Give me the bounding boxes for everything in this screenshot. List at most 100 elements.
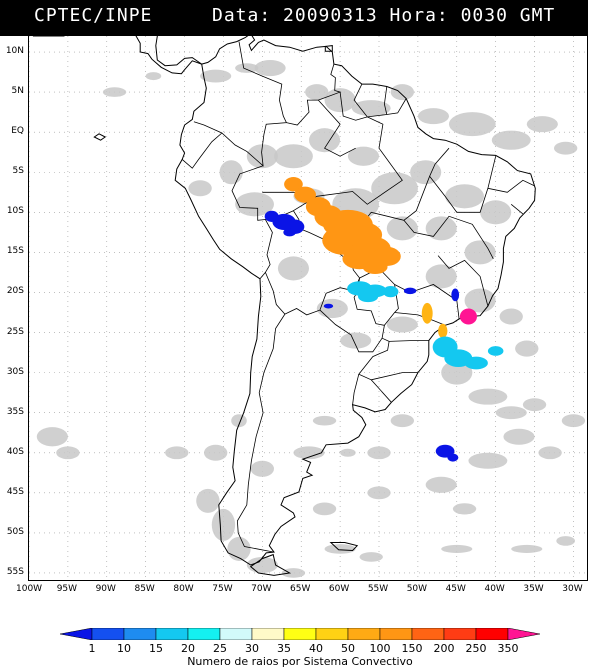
cloud-blob (386, 216, 418, 241)
convective-system-blob (421, 302, 433, 324)
cloud-blob (204, 444, 228, 461)
latitude-label: EQ (11, 126, 24, 137)
longitude-label: 40W (484, 584, 505, 594)
cloud-blob (324, 88, 356, 113)
convective-system-blob (283, 228, 296, 237)
latitude-label: 5S (12, 166, 24, 177)
galapagos-islands (93, 133, 107, 141)
convective-system-blob (438, 323, 448, 339)
latitude-label: 50S (6, 526, 24, 537)
country-border (510, 203, 524, 215)
colorbar-segment (123, 628, 157, 640)
colorbar-segment (347, 628, 381, 640)
cloud-blob (503, 428, 535, 445)
cloud-blob (36, 427, 68, 447)
cloud-blob (188, 180, 212, 197)
convective-system-blob (487, 346, 504, 356)
convective-system-blob (284, 177, 303, 192)
cloud-blob (305, 84, 329, 101)
convective-system-blob (358, 290, 379, 303)
cloud-blob (561, 414, 586, 428)
cloud-blob (495, 406, 527, 420)
cloud-blob (231, 414, 247, 428)
cloud-blob (309, 128, 341, 153)
colorbar-tick-label: 200 (433, 642, 455, 655)
cloud-blob (425, 264, 457, 289)
country-border (389, 340, 429, 342)
cloud-blob (165, 446, 189, 460)
convective-system-blob (447, 453, 459, 462)
country-border (181, 132, 223, 169)
cloud-blob (347, 146, 380, 166)
cloud-blob (425, 216, 457, 241)
latitude-label: 35S (6, 406, 24, 417)
colorbar-segment (411, 628, 445, 640)
cloud-blob (538, 446, 562, 460)
latitude-label: 15S (6, 246, 24, 257)
cloud-blob (56, 446, 80, 460)
country-border (383, 86, 388, 115)
cloud-blob (449, 112, 496, 137)
date-time-label: Data: 20090313 Hora: 0030 GMT (212, 5, 556, 26)
colorbar-segment (155, 628, 189, 640)
cloud-blob (340, 448, 356, 457)
convective-system-blob (362, 259, 388, 275)
cloud-blob (246, 556, 278, 573)
country-border (286, 63, 342, 126)
colorbar-tick-label: 250 (465, 642, 487, 655)
cloud-blob (464, 240, 496, 265)
cloud-blob (235, 192, 274, 217)
cloud-blob (371, 172, 418, 205)
cloud-blob (441, 360, 473, 385)
cloud-blob (145, 72, 162, 81)
colorbar-tick-label: 40 (309, 642, 323, 655)
colorbar-tick-label: 25 (213, 642, 227, 655)
country-border (352, 374, 360, 405)
cloud-blob (340, 332, 372, 349)
latitude-label: 45S (6, 486, 24, 497)
longitude-label: 75W (212, 584, 233, 594)
colorbar-tick-label: 350 (497, 642, 519, 655)
convective-system-blob (451, 288, 460, 302)
longitude-label: 85W (134, 584, 155, 594)
cloud-blob (351, 100, 391, 117)
longitude-label: 30W (562, 584, 583, 594)
country-border (429, 156, 497, 213)
convective-system-blob (464, 356, 488, 370)
colorbar-segment (219, 628, 253, 640)
central-america-east-coast (155, 36, 202, 67)
longitude-label: 90W (95, 584, 116, 594)
cloud-blob (410, 160, 442, 185)
map-frame (28, 36, 588, 581)
tierra-del-fuego (249, 553, 292, 576)
cloud-blob (499, 308, 523, 325)
map-canvas (29, 36, 587, 580)
colorbar-segment (443, 628, 477, 640)
cloud-blob (312, 502, 337, 516)
latitude-label: 10S (6, 206, 24, 217)
colorbar-segment (283, 628, 317, 640)
cloud-blob (554, 141, 578, 155)
colorbar-tick-label: 150 (401, 642, 423, 655)
cloud-blob (468, 452, 508, 469)
cloud-blob (556, 536, 576, 546)
cloud-blob (312, 415, 337, 426)
colorbar-segment (91, 628, 125, 640)
colorbar-tick-label: 30 (245, 642, 259, 655)
convective-system-blob (294, 186, 316, 203)
country-border (437, 255, 489, 307)
cloud-blob (293, 446, 325, 460)
country-border (371, 372, 418, 381)
colorbar-arrow-right (507, 628, 540, 640)
colorbar-tick-label: 1 (88, 642, 96, 655)
latitude-label: 5N (11, 86, 24, 97)
latitude-label: 55S (6, 566, 24, 577)
cloud-blob (235, 63, 259, 73)
graticule (29, 36, 587, 580)
cloud-blob (445, 184, 484, 209)
convective-system-blob (403, 287, 417, 295)
cloud-blob (441, 544, 473, 553)
cloud-blob (511, 544, 543, 553)
colorbar-tick-label: 50 (341, 642, 355, 655)
